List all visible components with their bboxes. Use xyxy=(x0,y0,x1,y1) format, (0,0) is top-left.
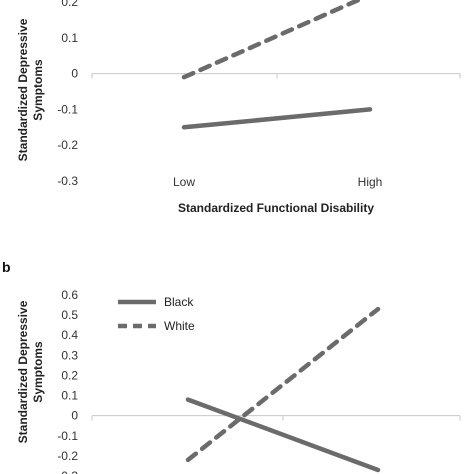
chart1-y-tick-label: -0.1 xyxy=(57,102,78,116)
chart2-y-tick-label: 0.4 xyxy=(61,328,78,342)
chart2-panel-letter: b xyxy=(2,259,11,275)
chart2-y-tick-label: -0.2 xyxy=(57,449,78,463)
chart1-y-tick-label: -0.2 xyxy=(57,138,78,152)
chart2-y-tick-label: 0.2 xyxy=(61,368,78,382)
chart1-series-solid-line xyxy=(181,107,373,130)
chart2-y-tick-label: 0.3 xyxy=(61,348,78,362)
chart1-y-tick-label: 0 xyxy=(71,67,78,81)
chart2-legend-label-white: White xyxy=(164,319,195,333)
chart1-y-axis-title: Standardized Depressive xyxy=(16,18,30,161)
chart1-y-tick-label: 0.1 xyxy=(61,31,78,45)
chart2-series-white-line xyxy=(185,306,381,463)
chart1-y-tick-label: 0.2 xyxy=(61,0,78,9)
chart1-series-dashed-line xyxy=(181,0,364,80)
chart2-series-black-line xyxy=(185,397,381,473)
chart2-y-tick-label: -0.1 xyxy=(57,429,78,443)
chart1-y-axis-title: Symptoms xyxy=(31,59,45,121)
chart2-y-tick-label: 0.1 xyxy=(61,389,78,403)
chart2-y-tick-label: 0.6 xyxy=(61,288,78,302)
chart1-x-tick-label: High xyxy=(358,175,383,189)
chart2-legend-label-black: Black xyxy=(164,295,194,309)
chart2-y-axis-title: Symptoms xyxy=(31,341,45,403)
chart2-y-tick-label: 0 xyxy=(71,409,78,423)
chart2-y-axis-title: Standardized Depressive xyxy=(16,300,30,443)
chart2-y-tick-label: 0.5 xyxy=(61,308,78,322)
chart1-y-tick-label: -0.3 xyxy=(57,174,78,188)
chart1-x-axis-title: Standardized Functional Disability xyxy=(178,201,374,215)
chart1-x-tick-label: Low xyxy=(173,175,195,189)
chart2-y-tick-label: -0.3 xyxy=(57,469,78,474)
